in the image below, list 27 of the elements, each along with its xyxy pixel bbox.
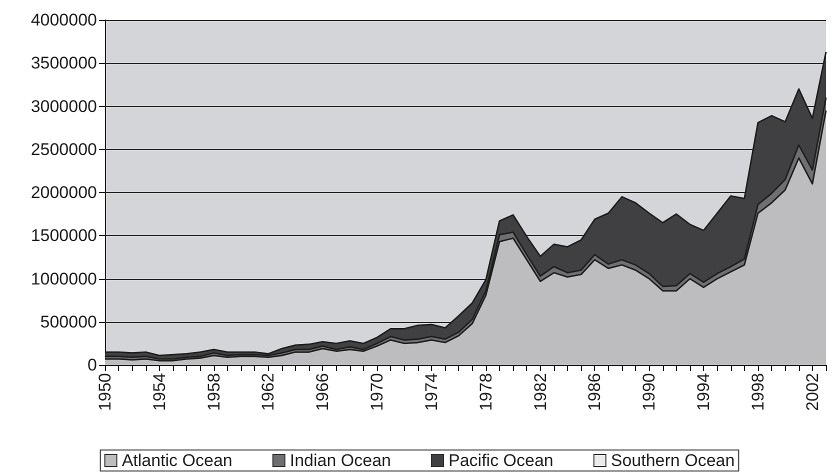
x-tick-label: 1974: [422, 373, 441, 411]
y-tick-label: 4000000: [30, 10, 97, 30]
y-tick-label: 1500000: [30, 226, 97, 246]
x-tick-label: 1982: [530, 373, 550, 411]
y-tick-label: 3000000: [30, 96, 97, 116]
legend-label: Indian Ocean: [290, 451, 392, 470]
y-tick-label: 3500000: [30, 54, 97, 73]
x-tick-label: 1998: [748, 373, 768, 411]
x-tick-label: 1954: [150, 373, 169, 411]
y-tick-label: 0: [88, 356, 97, 374]
x-tick-label: 1958: [204, 373, 224, 411]
legend-label: Pacific Ocean: [448, 451, 554, 470]
y-tick-label: 500000: [40, 312, 97, 332]
x-tick-label: 1990: [640, 373, 659, 411]
legend-label: Atlantic Ocean: [122, 451, 232, 470]
x-tick-label: 1978: [476, 373, 496, 411]
y-tick-label: 2500000: [30, 140, 97, 159]
legend-label: Southern Ocean: [610, 451, 735, 470]
x-tick-label: 1966: [313, 373, 332, 411]
x-tick-label: 1962: [258, 373, 278, 411]
x-tick-label: 1950: [96, 373, 114, 411]
x-tick-label: 1994: [694, 373, 714, 411]
y-tick-label: 2000000: [30, 183, 97, 202]
x-tick-label: 1970: [368, 373, 387, 411]
x-tick-label: 1986: [585, 373, 604, 411]
y-tick-label: 1000000: [30, 269, 97, 288]
x-tick-label: 2002: [802, 373, 822, 411]
